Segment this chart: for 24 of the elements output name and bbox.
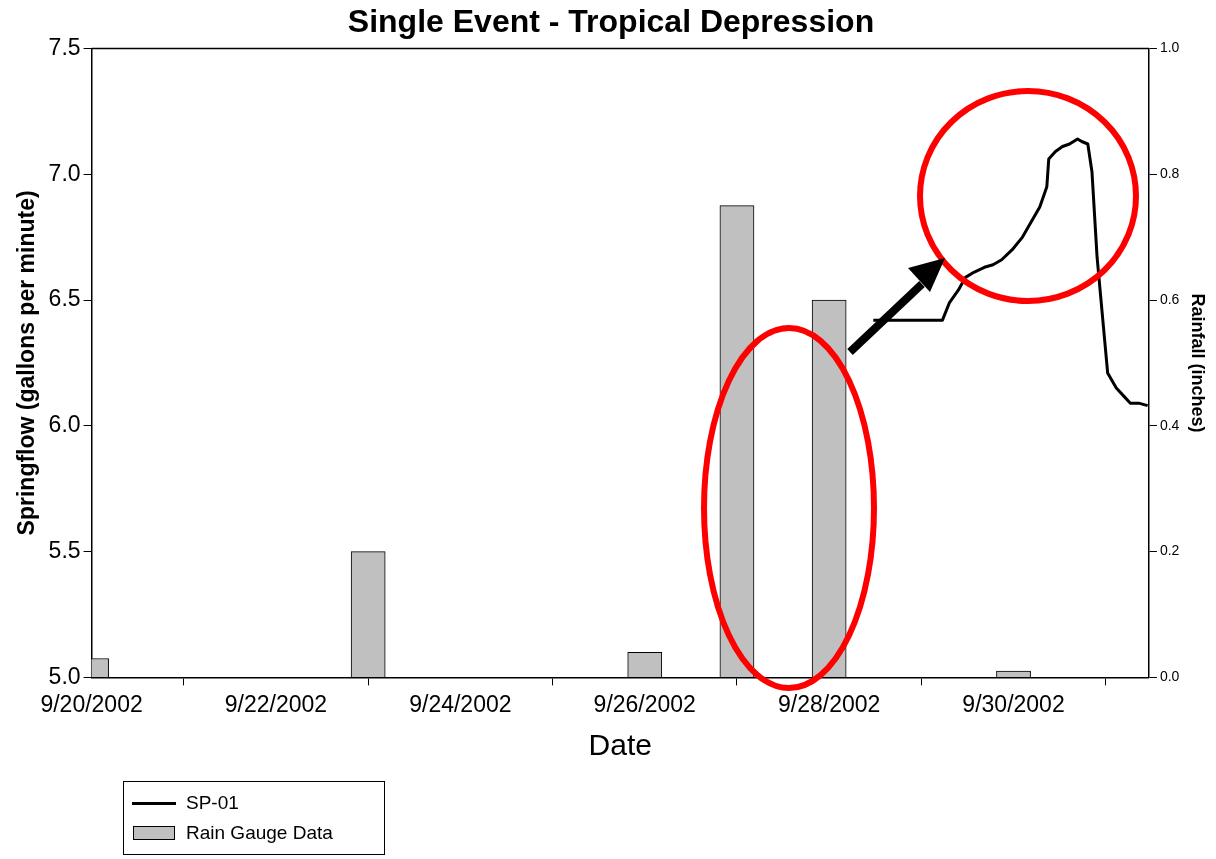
x-axis-title: Date [588,728,652,762]
chart-title: Single Event - Tropical Depression [347,3,875,40]
y-tick-label: 7.0 [48,159,81,186]
y2-tick-label: 0.0 [1159,668,1180,685]
x-tick-label: 9/24/2002 [409,690,512,717]
y-tick-label: 7.5 [48,33,81,60]
y2-tick-label: 0.6 [1159,290,1180,307]
y2-tick-label: 1.0 [1159,39,1180,56]
y2-tick-label: 0.4 [1159,416,1180,433]
legend-label: SP-01 [186,792,239,814]
x-tick-label: 9/30/2002 [962,690,1065,717]
y-tick-label: 5.0 [48,662,81,689]
y2-tick-label: 0.2 [1159,542,1180,559]
y-tick-label: 6.5 [48,285,81,312]
y2-axis-title: Rainfall (inches) [1188,293,1209,433]
y2-tick-label: 0.8 [1159,165,1180,182]
x-tick-label: 9/20/2002 [40,690,143,717]
x-tick-label: 9/26/2002 [593,690,696,717]
y-axis-title: Springflow (gallons per minute) [13,190,40,536]
y-tick-label: 6.0 [48,411,81,438]
legend-label: Rain Gauge Data [186,822,333,844]
y-tick-label: 5.5 [48,536,81,563]
x-tick-label: 9/22/2002 [224,690,328,717]
x-tick-label: 9/28/2002 [777,690,881,717]
